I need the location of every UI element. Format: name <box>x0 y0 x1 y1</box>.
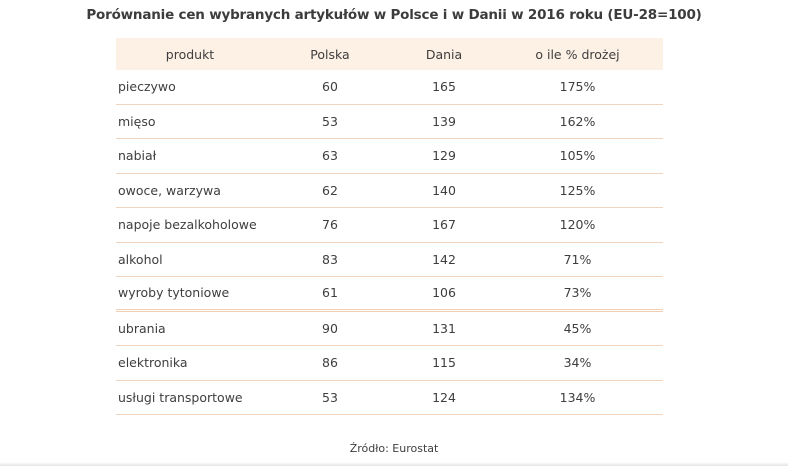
table-row: pieczywo 60 165 175% <box>116 70 663 105</box>
header-dania: Dania <box>425 46 463 62</box>
chart-title: Porównanie cen wybranych artykułów w Pol… <box>86 7 702 23</box>
table-cell-dania: 140 <box>432 182 456 198</box>
table-cell-polska: 53 <box>322 113 338 129</box>
table-cell-produkt: nabiał <box>118 148 157 164</box>
source-note: Źródło: Eurostat <box>349 442 439 455</box>
table-cell-drozej: 34% <box>563 355 592 371</box>
table-cell-dania: 167 <box>432 217 456 233</box>
table-row: alkohol 83 142 71% <box>116 243 663 277</box>
table-cell-polska: 63 <box>322 148 338 164</box>
table-cell-drozej: 125% <box>559 182 596 198</box>
table-cell-drozej: 73% <box>563 285 592 301</box>
table-cell-produkt: owoce, warzywa <box>118 182 221 198</box>
table-cell-drozej: 71% <box>563 251 592 267</box>
table-cell-dania: 139 <box>432 113 456 129</box>
table-cell-polska: 86 <box>322 355 338 371</box>
table-body: pieczywo 60 165 175% mięso 53 139 162% nabiał 63 1… <box>116 70 663 415</box>
header-drozej: o ile % drożej <box>535 46 620 62</box>
table-cell-drozej: 45% <box>563 320 592 336</box>
table-cell-dania: 142 <box>432 251 456 267</box>
table-cell-drozej: 120% <box>559 217 596 233</box>
table-cell-dania: 131 <box>432 320 456 336</box>
table-cell-polska: 76 <box>322 217 338 233</box>
table-row: owoce, warzywa 62 140 125% <box>116 174 663 208</box>
table-cell-polska: 83 <box>322 251 338 267</box>
table-cell-dania: 124 <box>432 389 456 405</box>
table-cell-drozej: 162% <box>559 113 596 129</box>
table-row: elektronika 86 115 34% <box>116 346 663 381</box>
table-cell-dania: 129 <box>432 148 456 164</box>
table-cell-drozej: 105% <box>559 148 596 164</box>
table-row: nabiał 63 129 105% <box>116 139 663 174</box>
table-cell-drozej: 175% <box>559 79 596 95</box>
table-row: mięso 53 139 162% <box>116 105 663 139</box>
table-cell-produkt: mięso <box>118 113 156 129</box>
header-produkt: produkt <box>165 46 215 62</box>
table-cell-dania: 165 <box>432 79 456 95</box>
table-header: produkt Polska Dania o ile % drożej <box>116 38 663 70</box>
table-cell-drozej: 134% <box>559 389 596 405</box>
table-cell-produkt: pieczywo <box>118 79 176 95</box>
table-cell-produkt: elektronika <box>118 355 188 371</box>
table-cell-produkt: wyroby tytoniowe <box>118 285 230 301</box>
table-row: ubrania 90 131 45% <box>116 312 663 346</box>
table-cell-polska: 62 <box>322 182 338 198</box>
table-cell-polska: 53 <box>322 389 338 405</box>
table-cell-polska: 60 <box>322 79 338 95</box>
header-polska: Polska <box>310 46 350 62</box>
table-cell-polska: 90 <box>322 320 338 336</box>
table-cell-dania: 115 <box>432 355 456 371</box>
table-row: usługi transportowe 53 124 134% <box>116 381 663 415</box>
bottom-edge-divider <box>0 462 788 466</box>
table-row: wyroby tytoniowe 61 106 73% <box>116 277 663 312</box>
table-cell-polska: 61 <box>322 285 338 301</box>
table-cell-produkt: alkohol <box>118 251 163 267</box>
table-cell-produkt: napoje bezalkoholowe <box>118 217 257 233</box>
table-cell-produkt: usługi transportowe <box>118 389 243 405</box>
table-cell-dania: 106 <box>432 285 456 301</box>
table-cell-produkt: ubrania <box>118 320 166 336</box>
table-row: napoje bezalkoholowe 76 167 120% <box>116 208 663 243</box>
price-comparison-table: produkt Polska Dania o ile % drożej piec… <box>116 38 663 415</box>
